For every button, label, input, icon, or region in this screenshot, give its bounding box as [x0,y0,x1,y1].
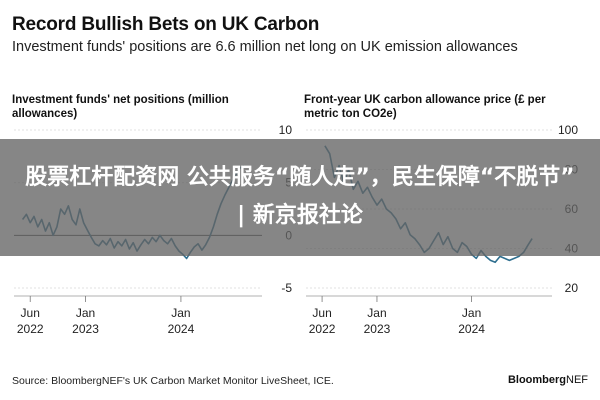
banner-text: 股票杠杆配资网 公共服务“随人走”，民生保障“不脱节” | 新京报社论 [25,165,575,228]
bloomberg-nef-logo: BloombergNEF [508,374,588,386]
right-x-tick-label: Jan [462,306,481,320]
right-chart-title: Front-year UK carbon allowance price (£ … [304,94,546,120]
right-x-tick-year-label: 2024 [458,322,485,336]
left-x-tick-label: Jan [171,306,190,320]
right-y-tick-label: 20 [565,281,579,295]
left-y-tick-label: 10 [279,123,293,137]
left-x-tick-year-label: 2022 [17,322,44,336]
brand-bold: Bloomberg [507,374,566,386]
chart-subtitle: Investment funds' positions are 6.6 mill… [12,39,518,55]
left-chart-title: Investment funds' net positions (million… [12,94,229,120]
right-x-tick-year-label: 2022 [309,322,336,336]
left-x-tick-label: Jun [21,306,40,320]
right-x-tick-label: Jun [312,306,331,320]
left-x-tick-year-label: 2024 [168,322,195,336]
chart-main-title: Record Bullish Bets on UK Carbon [12,14,320,35]
left-x-tick-year-label: 2023 [72,322,99,336]
right-x-tick-label: Jan [367,306,386,320]
left-x-tick-label: Jan [76,306,95,320]
left-y-tick-label: -5 [281,281,292,295]
brand-rest: NEF [566,374,588,386]
right-x-tick-year-label: 2023 [364,322,391,336]
overlay-banner: 股票杠杆配资网 公共服务“随人走”，民生保障“不脱节” | 新京报社论 [0,139,600,256]
source-note: Source: BloombergNEF's UK Carbon Market … [12,375,334,387]
right-y-tick-label: 100 [558,123,578,137]
